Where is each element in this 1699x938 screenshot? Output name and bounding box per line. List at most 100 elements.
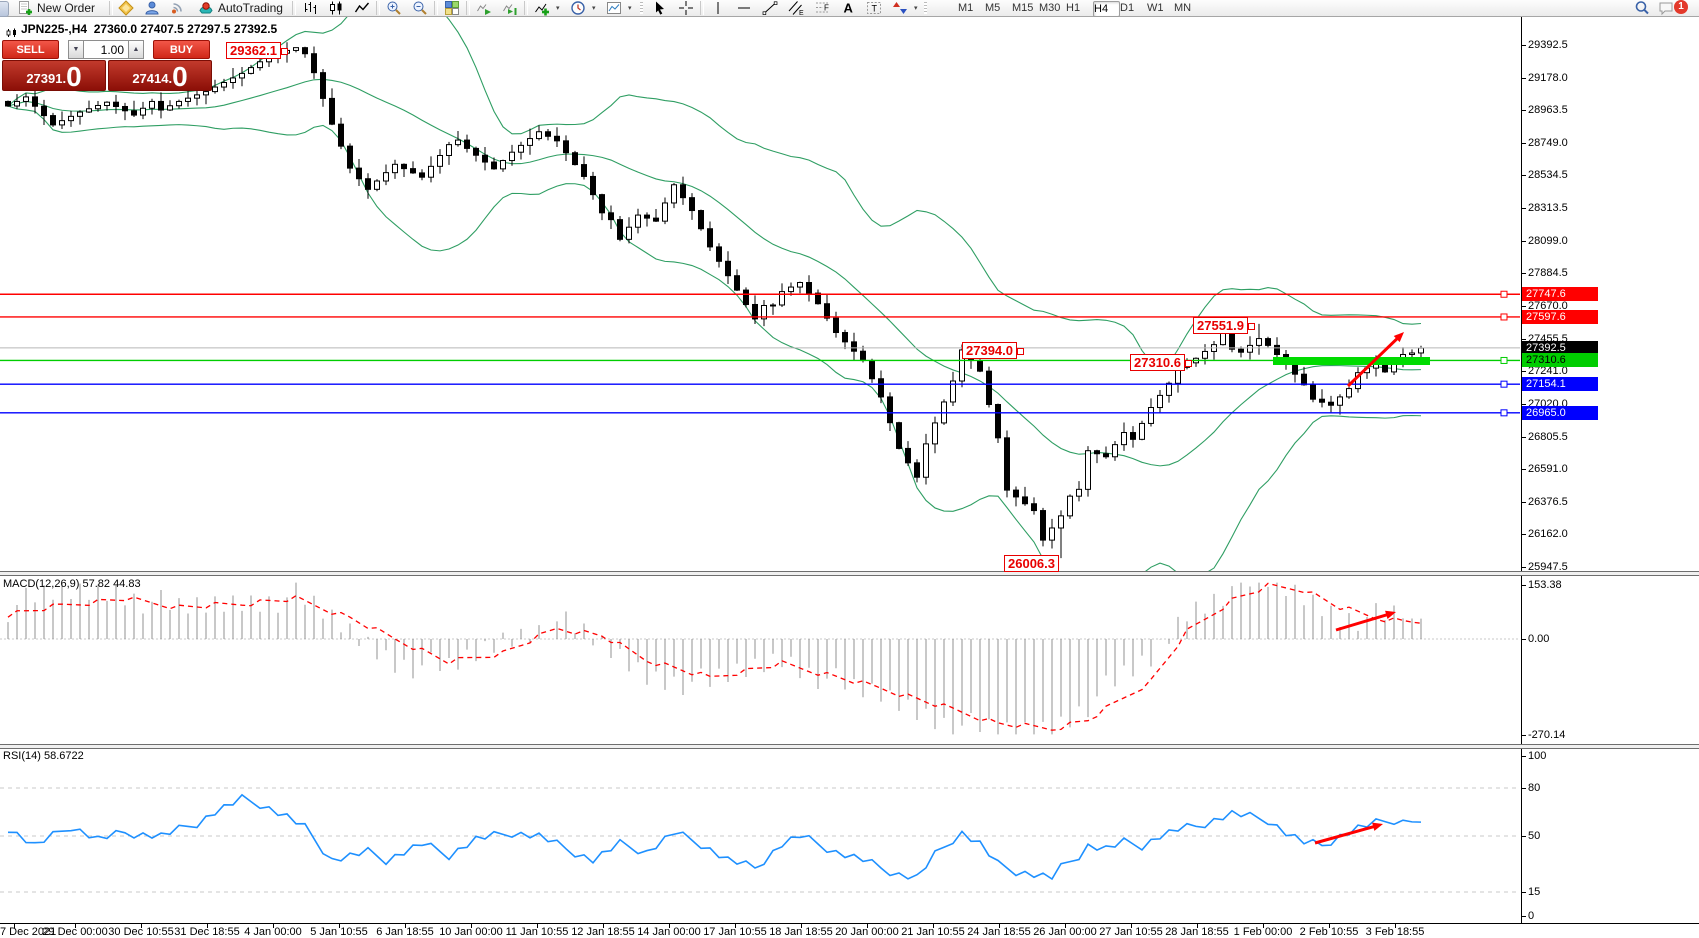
bollinger-upper <box>7 17 1422 370</box>
notifications-icon[interactable] <box>1654 0 1678 16</box>
search-icon[interactable] <box>1630 0 1654 16</box>
rsi-indicator-label: RSI(14) 58.6722 <box>3 750 84 762</box>
timeframe-h4-button[interactable]: H4 <box>1093 1 1120 17</box>
timeframe-m5-button[interactable]: M5 <box>985 2 1001 14</box>
toolbar-separator <box>292 1 296 15</box>
price-label-29362.1[interactable]: 29362.1 <box>226 42 288 59</box>
price-label-26006.3[interactable]: 26006.3 <box>1004 555 1059 572</box>
fibonacci-icon[interactable]: F <box>810 0 834 16</box>
trend-arrow-main[interactable] <box>1393 332 1404 343</box>
volume-decrease-button[interactable]: ▼ <box>68 40 83 59</box>
time-axis-label: 30 Dec 10:55 <box>108 926 174 938</box>
templates-button[interactable]: ▾ <box>602 0 636 16</box>
price-tag-27747.6[interactable]: 27747.6 <box>1522 287 1598 301</box>
chart-shift-icon[interactable] <box>498 0 522 16</box>
volume-increase-button[interactable]: ▲ <box>129 40 144 59</box>
time-axis-tick <box>1329 924 1330 928</box>
new-order-icon <box>17 0 33 16</box>
zoom-out-icon[interactable] <box>408 0 432 16</box>
symbol-period: JPN225-,H4 <box>21 22 88 36</box>
periods-button[interactable]: ▾ <box>566 0 600 16</box>
hline-handle-27310.6[interactable] <box>1500 356 1508 364</box>
macd-histogram <box>7 582 1422 735</box>
price-axis-tick <box>1521 306 1526 307</box>
price-axis-tick <box>1521 502 1526 503</box>
price-tag-26965.0[interactable]: 26965.0 <box>1522 406 1598 420</box>
price-axis-tick <box>1521 208 1526 209</box>
rsi-axis-tick <box>1521 788 1526 789</box>
price-label-handle[interactable] <box>281 48 288 55</box>
sell-button[interactable]: SELL <box>2 40 59 59</box>
zoom-in-icon[interactable] <box>382 0 406 16</box>
panel-splitter-rsi[interactable] <box>0 744 1699 749</box>
price-tag-27597.6[interactable]: 27597.6 <box>1522 310 1598 324</box>
price-axis-label: 26591.0 <box>1528 463 1568 475</box>
price-label-27310.6[interactable]: 27310.6 <box>1130 354 1192 371</box>
trendline-icon[interactable] <box>758 0 782 16</box>
buy-button[interactable]: BUY <box>153 40 210 59</box>
hline-handle-27154.1[interactable] <box>1500 380 1508 388</box>
sell-price-main: 27391. <box>26 71 67 86</box>
text-icon[interactable]: A <box>836 0 860 16</box>
bar-chart-icon[interactable] <box>298 0 322 16</box>
macd-axis-label: -270.14 <box>1528 729 1566 741</box>
timeframe-mn-button[interactable]: MN <box>1174 2 1192 14</box>
panel-splitter-macd[interactable] <box>0 571 1699 576</box>
profile-icon[interactable] <box>140 0 164 16</box>
green-support-zone[interactable] <box>1273 357 1430 365</box>
indicators-button[interactable]: ▾ <box>530 0 564 16</box>
price-label-27394.0[interactable]: 27394.0 <box>962 342 1024 359</box>
candlestick-chart-icon[interactable] <box>324 0 348 16</box>
hline-handle-27747.6[interactable] <box>1500 290 1508 298</box>
sell-price-button[interactable]: 27391. 0 <box>2 60 106 91</box>
chart-canvas[interactable] <box>0 0 1521 923</box>
price-axis-label: 28963.5 <box>1528 104 1568 116</box>
auto-scroll-icon[interactable] <box>472 0 496 16</box>
tile-windows-icon[interactable] <box>440 0 464 16</box>
trend-arrow-rsi[interactable] <box>1372 822 1383 831</box>
signals-icon[interactable] <box>166 0 190 16</box>
new-order-button[interactable]: New Order <box>13 0 113 16</box>
price-label-handle[interactable] <box>1017 348 1024 355</box>
price-label-handle[interactable] <box>1185 360 1192 367</box>
crosshair-icon[interactable] <box>674 0 698 16</box>
price-axis-label: 27241.0 <box>1528 365 1568 377</box>
price-tag-27310.6[interactable]: 27310.6 <box>1522 353 1598 367</box>
price-label-handle[interactable] <box>1248 323 1255 330</box>
timeframe-d1-button[interactable]: D1 <box>1120 2 1135 14</box>
price-label-27551.9[interactable]: 27551.9 <box>1193 317 1255 334</box>
arrows-tool-icon <box>892 0 908 16</box>
timeframe-w1-button[interactable]: W1 <box>1147 2 1164 14</box>
timeframe-m1-button[interactable]: M1 <box>958 2 974 14</box>
autotrading-button[interactable]: AutoTrading <box>194 0 298 16</box>
volume-input[interactable] <box>83 40 129 59</box>
cropped-icon <box>0 1 9 17</box>
metaeditor-icon[interactable] <box>114 0 138 16</box>
time-axis-tick <box>537 924 538 928</box>
svg-text:A: A <box>844 1 854 16</box>
price-tag-27392.5[interactable]: 27392.5 <box>1522 341 1598 355</box>
trend-arrow-macd[interactable] <box>1385 610 1396 620</box>
line-chart-icon[interactable] <box>350 0 374 16</box>
timeframe-m15-button[interactable]: M15 <box>1012 2 1034 14</box>
timeframe-h1-button[interactable]: H1 <box>1066 2 1081 14</box>
price-axis-label: 26162.0 <box>1528 528 1568 540</box>
hline-handle-27597.6[interactable] <box>1500 313 1508 321</box>
hline-handle-26965[interactable] <box>1500 409 1508 417</box>
buy-price-button[interactable]: 27414. 0 <box>108 60 212 91</box>
timeframe-m30-button[interactable]: M30 <box>1039 2 1061 14</box>
vertical-line-icon[interactable] <box>706 0 730 16</box>
arrows-tool-button[interactable]: ▾ <box>888 0 922 16</box>
notifications-icon <box>1658 0 1674 16</box>
equidistant-channel-icon[interactable]: E <box>784 0 808 16</box>
cursor-icon[interactable] <box>648 0 672 16</box>
horizontal-line-icon[interactable] <box>732 0 756 16</box>
text-label-icon[interactable]: T <box>862 0 886 16</box>
signals-icon <box>170 0 186 16</box>
price-axis-tick <box>1521 567 1526 568</box>
notification-badge[interactable]: 1 <box>1674 0 1688 14</box>
toolbar-grip <box>924 2 927 14</box>
price-tag-27154.1[interactable]: 27154.1 <box>1522 377 1598 391</box>
toolbar-grip <box>640 2 643 14</box>
rsi-axis-label: 15 <box>1528 886 1541 898</box>
